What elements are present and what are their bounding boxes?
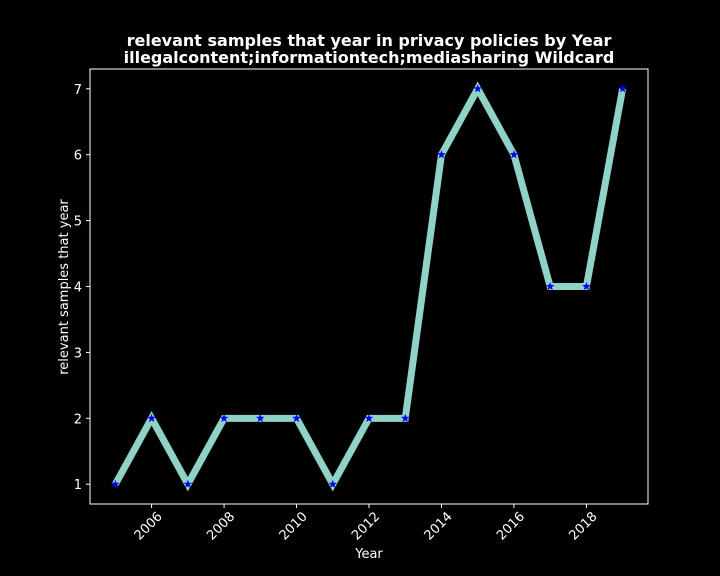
data-point (183, 479, 193, 488)
x-axis-label: Year (354, 547, 383, 562)
chart-title-line-1: relevant samples that year in privacy po… (127, 31, 612, 50)
data-point (437, 150, 446, 159)
data-point (219, 413, 229, 422)
y-tick-label: 1 (74, 478, 82, 493)
data-point (256, 413, 265, 422)
y-tick-label: 7 (74, 83, 82, 98)
y-tick-label: 3 (74, 346, 82, 361)
data-point (328, 479, 338, 488)
y-tick-label: 5 (74, 215, 82, 230)
data-point (582, 282, 591, 291)
data-point (364, 413, 374, 422)
data-point (292, 413, 301, 422)
data-point (111, 479, 120, 488)
y-axis-label: relevant samples that year (57, 199, 72, 375)
data-point (400, 413, 410, 422)
data-point (509, 150, 519, 159)
y-tick-label: 6 (74, 149, 82, 164)
data-point (147, 413, 156, 422)
data-point (618, 84, 627, 93)
y-tick-label: 4 (74, 281, 82, 296)
chart-title-line-2: illegalcontent;informationtech;mediashar… (124, 48, 615, 67)
data-point (545, 282, 555, 291)
y-tick-label: 2 (74, 412, 82, 427)
data-point (473, 84, 482, 93)
